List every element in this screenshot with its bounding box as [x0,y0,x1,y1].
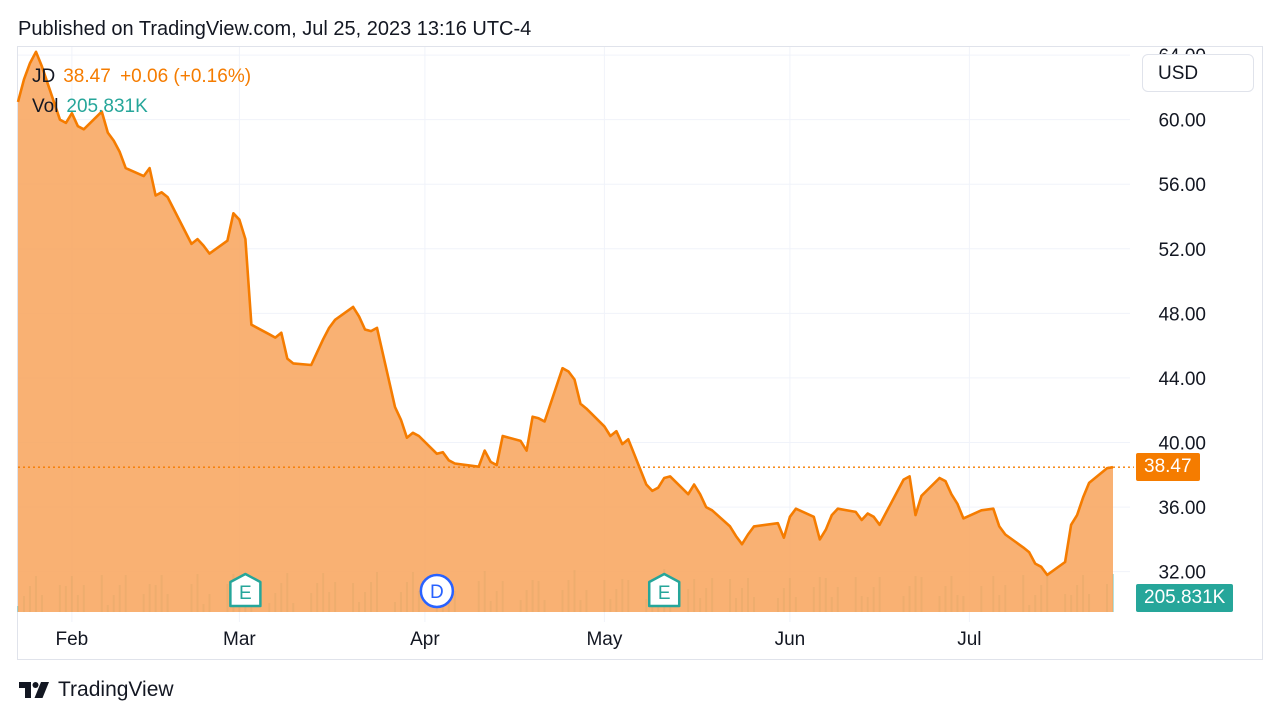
earnings-marker-label: E [239,583,252,604]
last-price-tag: 38.47 [1136,453,1200,481]
y-tick-label: 56.00 [1158,175,1206,196]
y-tick-label: 44.00 [1158,369,1206,390]
y-tick-label: 32.00 [1158,563,1206,584]
legend-vol-value: 205.831K [66,96,148,117]
y-tick-label: 36.00 [1158,498,1206,519]
legend-symbol: JD [32,66,56,87]
x-tick-label: Jun [775,629,806,650]
time-axis: Feb Mar Apr May Jun Jul [55,629,981,650]
dividend-badge [419,573,455,609]
footer-brand-name: TradingView [58,678,174,701]
x-tick-label: Apr [410,629,440,650]
published-caption: Published on TradingView.com, Jul 25, 20… [18,18,532,40]
y-tick-label: 52.00 [1158,240,1206,261]
earnings-marker[interactable]: E [647,572,681,608]
price-axis: 64.0060.0056.0052.0048.0044.0040.0036.00… [1158,46,1206,584]
chart-frame[interactable] [17,46,1263,660]
x-tick-label: Mar [223,629,256,650]
y-tick-label: 40.00 [1158,434,1206,455]
price-line [16,50,1114,577]
legend-volume-row: Vol 205.831K [32,96,148,118]
legend-price-row: JD 38.47 +0.06 (+0.16%) [32,66,251,88]
currency-button[interactable]: USD [1142,54,1254,92]
footer-brand[interactable]: TradingView [18,678,174,702]
x-tick-label: Feb [55,629,88,650]
tradingview-logo-icon [19,682,49,698]
last-volume-tag: 205.831K [1136,584,1234,612]
y-tick-label: 60.00 [1158,111,1206,132]
legend-vol-label: Vol [32,96,59,117]
earnings-marker-label: E [658,583,671,604]
dividend-marker-label: D [430,582,444,603]
legend-change: +0.06 (+0.16%) [120,66,252,87]
price-area [18,51,1113,613]
y-tick-label: 48.00 [1158,304,1206,325]
x-tick-label: May [586,629,622,650]
earnings-marker[interactable]: E [229,572,262,608]
earnings-badge [647,572,681,608]
earnings-badge [229,572,262,608]
dividend-marker[interactable]: D [419,573,455,609]
x-tick-label: Jul [957,629,981,650]
legend-price: 38.47 [63,66,111,87]
